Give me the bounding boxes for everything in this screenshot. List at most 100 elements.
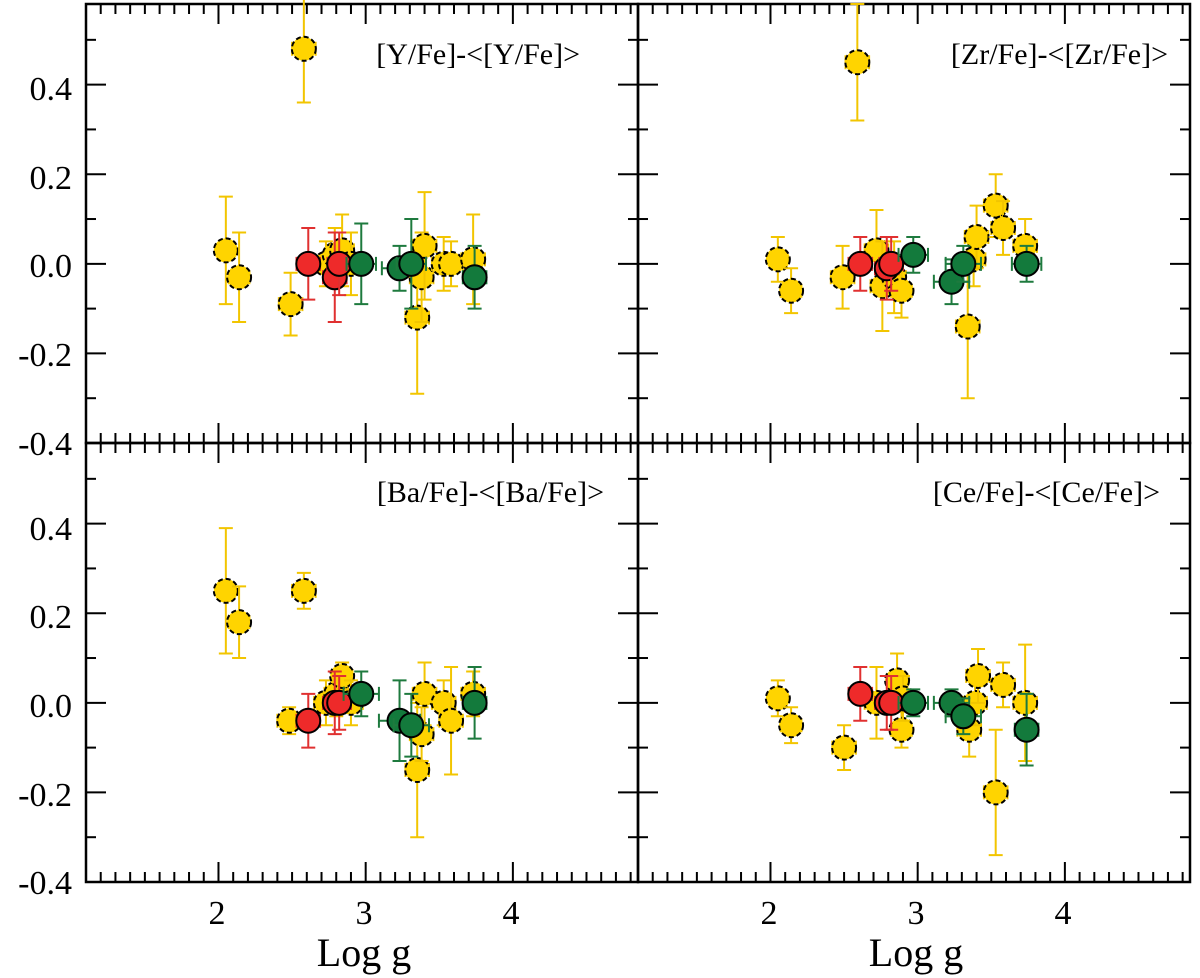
x-tick-labels-right: 2 3 4	[761, 895, 1072, 932]
yellow-data-point	[829, 244, 856, 310]
panel-ce-marks	[764, 643, 1040, 857]
yellow-data-point	[460, 213, 487, 306]
green-data-point	[461, 665, 488, 740]
yellow-marker	[212, 237, 239, 264]
green-data-point	[897, 688, 929, 718]
panel-frame	[636, 441, 1192, 884]
panel-ce-title: [Ce/Fe]-<[Ce/Fe]>	[933, 476, 1160, 509]
y-tick-label: -0.2	[18, 777, 72, 814]
y-tick-label: -0.2	[18, 337, 72, 374]
yellow-marker	[277, 291, 304, 318]
red-data-point	[847, 665, 874, 722]
yellow-data-point	[290, 571, 317, 610]
yellow-data-point	[290, 0, 317, 104]
panel-zr-marks	[764, 3, 1043, 400]
x-axis-title-left: Log g	[317, 930, 411, 975]
y-tick-label: 0.0	[30, 248, 73, 285]
yellow-data-point	[1012, 643, 1039, 763]
green-data-point	[944, 697, 982, 736]
red-marker	[295, 250, 322, 277]
green-marker	[1013, 716, 1040, 743]
yellow-marker	[829, 264, 856, 291]
green-data-point	[1010, 244, 1043, 283]
red-data-point	[847, 235, 874, 292]
yellow-data-point	[764, 235, 791, 283]
yellow-marker	[963, 223, 990, 250]
red-data-point	[295, 226, 322, 301]
yellow-marker	[212, 577, 239, 604]
green-marker	[1013, 250, 1040, 277]
panel-ba-title: [Ba/Fe]-<[Ba/Fe]>	[377, 476, 604, 509]
yellow-data-point	[990, 200, 1017, 256]
x-tick-label: 2	[209, 895, 226, 932]
y-tick-label: 0.2	[30, 160, 73, 197]
red-marker	[878, 250, 905, 277]
x-tick-label: 4	[1055, 895, 1072, 932]
panel-zr-title: [Zr/Fe]-<[Zr/Fe]>	[951, 38, 1168, 71]
red-marker	[295, 707, 322, 734]
y-tick-label: -0.4	[18, 865, 72, 902]
yellow-marker	[404, 304, 431, 331]
yellow-data-point	[844, 3, 871, 122]
panel-ba-marks	[212, 527, 488, 839]
yellow-marker	[226, 264, 253, 291]
panel-y-title: [Y/Fe]-<[Y/Fe]>	[376, 38, 580, 71]
yellow-data-point	[990, 661, 1017, 709]
yellow-data-point	[965, 648, 992, 704]
green-data-point	[1013, 692, 1040, 767]
red-marker	[326, 689, 353, 716]
green-marker	[461, 264, 488, 291]
yellow-marker	[438, 707, 465, 734]
green-marker	[348, 250, 375, 277]
yellow-data-point	[411, 191, 438, 301]
green-data-point	[392, 692, 430, 758]
yellow-data-point	[212, 195, 239, 306]
yellow-marker	[990, 671, 1017, 698]
yellow-data-point	[404, 240, 431, 395]
yellow-data-point	[438, 665, 465, 776]
green-marker	[461, 689, 488, 716]
yellow-marker	[290, 577, 317, 604]
yellow-marker	[438, 250, 465, 277]
yellow-marker	[226, 609, 253, 636]
green-data-point	[897, 235, 929, 274]
y-tick-labels-bottom: 0.4 0.2 0.0 -0.2 -0.4	[18, 511, 72, 902]
red-marker	[847, 680, 874, 707]
yellow-marker	[982, 192, 1009, 219]
yellow-data-point	[954, 253, 981, 400]
yellow-marker	[764, 246, 791, 273]
yellow-marker	[990, 214, 1017, 241]
panel-zr: [Zr/Fe]-<[Zr/Fe]>	[636, 2, 1192, 445]
y-tick-labels-top: 0.4 0.2 0.0 -0.2 -0.4	[18, 71, 72, 463]
yellow-data-point	[982, 173, 1009, 238]
x-tick-labels-left: 2 3 4	[209, 895, 520, 932]
yellow-data-point	[778, 706, 805, 745]
green-marker	[398, 712, 425, 739]
y-tick-label: 0.2	[30, 599, 73, 636]
panel-ce: [Ce/Fe]-<[Ce/Fe]>	[636, 441, 1192, 884]
green-marker	[900, 689, 927, 716]
yellow-marker	[290, 35, 317, 62]
yellow-data-point	[831, 724, 858, 772]
red-data-point	[295, 692, 322, 749]
yellow-data-point	[212, 527, 239, 655]
yellow-data-point	[408, 231, 435, 324]
yellow-marker	[1012, 689, 1039, 716]
yellow-data-point	[764, 679, 791, 718]
yellow-marker	[844, 49, 871, 76]
x-axis-title-right: Log g	[869, 930, 963, 975]
yellow-marker	[965, 662, 992, 689]
yellow-marker	[404, 757, 431, 784]
green-data-point	[944, 244, 982, 283]
yellow-marker	[778, 712, 805, 739]
yellow-data-point	[982, 728, 1009, 857]
red-data-point	[878, 235, 905, 292]
yellow-marker	[954, 313, 981, 340]
red-marker	[847, 250, 874, 277]
green-data-point	[342, 670, 380, 718]
y-tick-label: 0.4	[30, 511, 73, 548]
green-marker	[348, 680, 375, 707]
green-marker	[950, 250, 977, 277]
x-tick-label: 3	[908, 895, 925, 932]
